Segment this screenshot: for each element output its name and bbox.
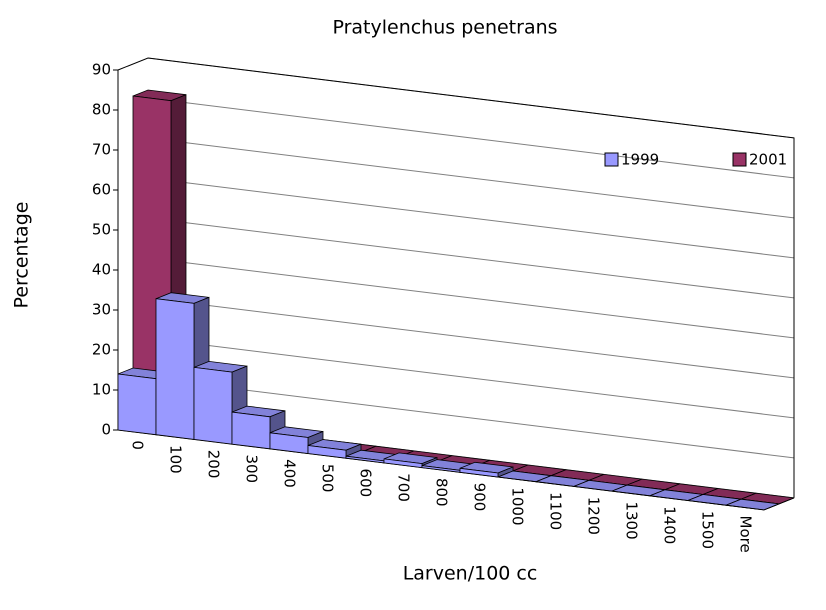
y-tick-label: 50 xyxy=(92,221,111,239)
x-tick-label: 500 xyxy=(319,464,337,493)
bar xyxy=(725,498,780,511)
bar-side xyxy=(763,503,780,511)
x-tick-label: More xyxy=(737,516,755,553)
chart-title: Pratylenchus penetrans xyxy=(332,17,557,39)
x-tick-label: 900 xyxy=(471,483,489,512)
x-tick-label: 100 xyxy=(167,445,185,474)
grid-line xyxy=(147,337,795,419)
x-tick-label: 1200 xyxy=(585,497,603,535)
bar-front xyxy=(117,373,157,436)
x-tick-label: 1300 xyxy=(623,501,641,539)
bar-front xyxy=(459,467,499,478)
grid-line xyxy=(147,177,795,259)
y-tick-label: 80 xyxy=(92,101,111,119)
bar-front xyxy=(193,366,233,445)
x-tick-label: 300 xyxy=(243,454,261,483)
x-tick-label: 1400 xyxy=(661,506,679,544)
grid-line xyxy=(147,377,795,459)
y-tick-label: 10 xyxy=(92,381,111,399)
x-tick-label: 1500 xyxy=(699,511,717,549)
bar-front xyxy=(269,432,309,454)
bar-front xyxy=(383,458,423,469)
grid-line xyxy=(147,137,795,219)
x-tick-label: 1100 xyxy=(547,492,565,530)
x-axis-label: Larven/100 cc xyxy=(403,563,538,585)
bar-front xyxy=(155,298,195,440)
y-tick-label: 30 xyxy=(92,301,111,319)
x-tick-label: 1000 xyxy=(509,487,527,525)
bar xyxy=(459,461,514,478)
legend-swatch xyxy=(732,152,747,167)
y-tick-label: 20 xyxy=(92,341,111,359)
bar-front xyxy=(307,445,347,459)
legend-label: 1999 xyxy=(621,151,659,169)
y-tick-label: 60 xyxy=(92,181,111,199)
legend-swatch xyxy=(604,152,619,167)
grid-line xyxy=(147,97,795,179)
y-tick-label: 70 xyxy=(92,141,111,159)
legend-label: 2001 xyxy=(749,151,787,169)
x-tick-label: 400 xyxy=(281,459,299,488)
bar xyxy=(383,452,438,469)
grid-line xyxy=(147,257,795,339)
x-tick-label: 700 xyxy=(395,473,413,502)
bar-front xyxy=(725,504,765,511)
bar xyxy=(307,439,362,459)
grid-line xyxy=(147,297,795,379)
bar-side xyxy=(778,497,795,505)
x-tick-label: 800 xyxy=(433,478,451,507)
y-axis-label: Percentage xyxy=(11,202,33,309)
bar-front xyxy=(231,411,271,450)
x-tick-label: 600 xyxy=(357,469,375,498)
x-tick-label: 0 xyxy=(129,440,147,450)
grid-line xyxy=(147,217,795,299)
y-tick-label: 40 xyxy=(92,261,111,279)
axis-frame xyxy=(117,57,795,498)
x-tick-label: 200 xyxy=(205,450,223,479)
y-tick-label: 90 xyxy=(92,61,111,79)
y-tick-label: 0 xyxy=(101,421,111,439)
